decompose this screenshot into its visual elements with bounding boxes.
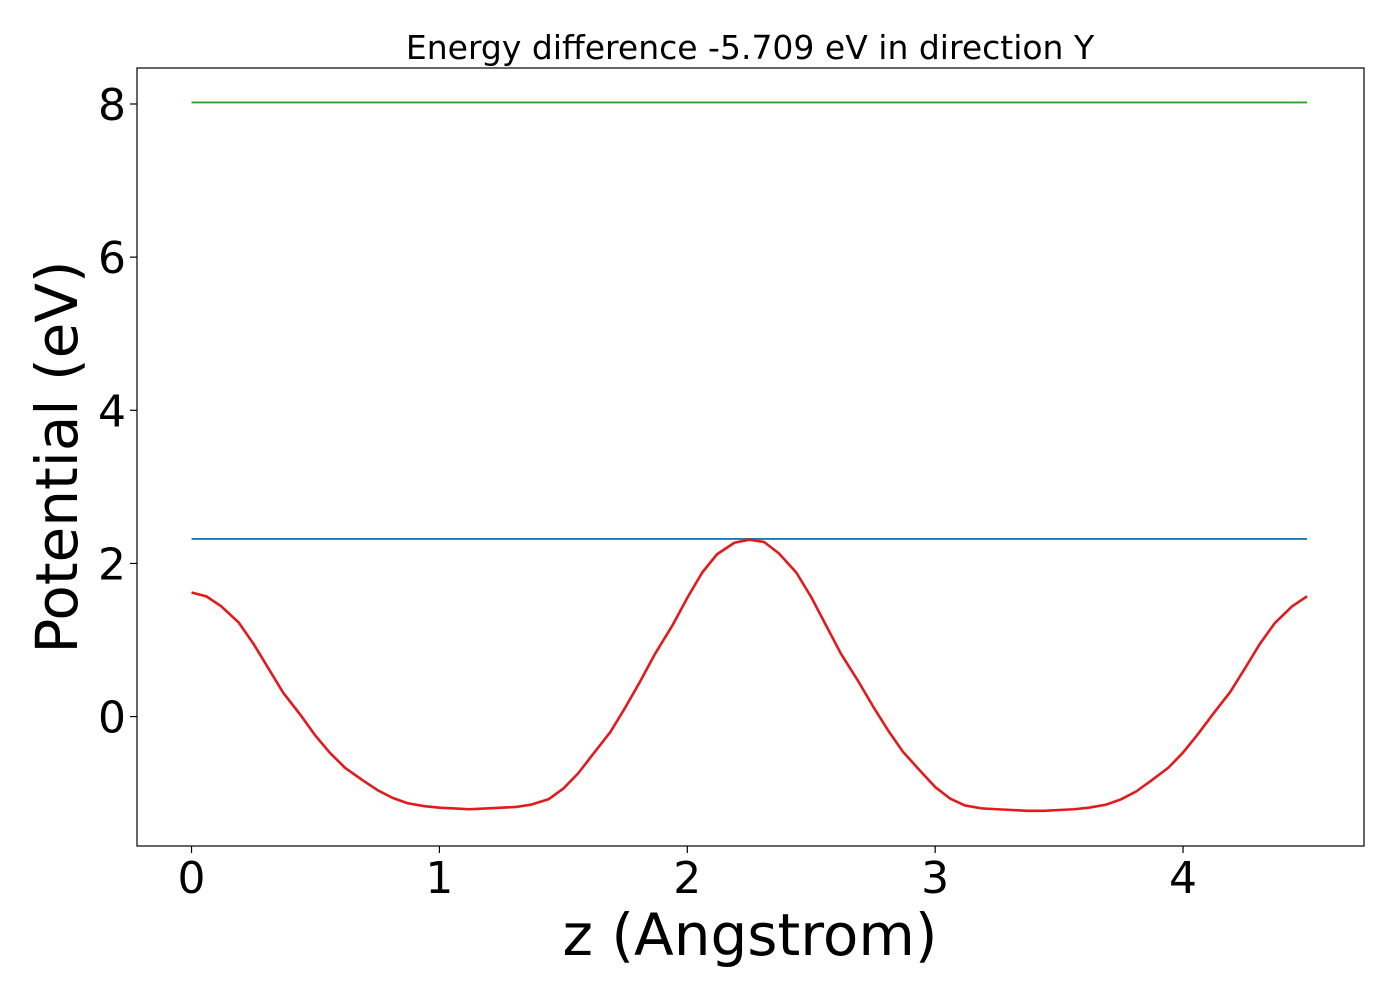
series-layer [191, 101, 1308, 813]
chart-title: Energy difference -5.709 eV in direction… [406, 28, 1095, 67]
y-tick-label: 8 [98, 80, 126, 131]
x-tick-label: 4 [1169, 853, 1197, 904]
x-axis-title: z (Angstrom) [563, 901, 938, 969]
x-tick-label: 1 [425, 853, 453, 904]
y-axis-ticks: 0 2 4 6 8 [98, 80, 137, 744]
x-tick-label: 0 [178, 853, 206, 904]
plot-area-frame [136, 67, 1365, 847]
series-line-3 [191, 538, 1308, 813]
y-axis-title: Potential (eV) [23, 260, 91, 653]
y-tick-label: 0 [98, 693, 126, 744]
y-tick-label: 6 [98, 233, 126, 284]
y-tick-label: 2 [98, 539, 126, 590]
y-tick-label: 4 [98, 386, 126, 437]
x-tick-label: 3 [921, 853, 949, 904]
x-axis-ticks: 0 1 2 3 4 [178, 846, 1197, 904]
x-tick-label: 2 [673, 853, 701, 904]
